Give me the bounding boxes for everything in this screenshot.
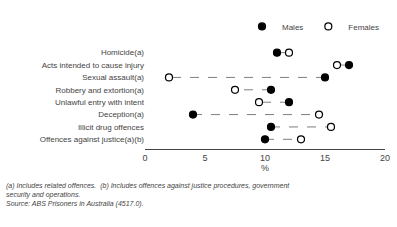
svg-text:(a) Includes related offences.: (a) Includes related offences. (b) Inclu…: [6, 182, 290, 208]
svg-text:Males: Males: [282, 23, 303, 32]
svg-text:0: 0: [142, 153, 147, 163]
svg-text:Offences against justice(a)(b): Offences against justice(a)(b): [40, 135, 145, 144]
svg-text:%: %: [261, 163, 269, 173]
svg-text:Females: Females: [348, 23, 379, 32]
svg-text:Acts intended to cause injury: Acts intended to cause injury: [42, 61, 144, 70]
svg-text:5: 5: [202, 153, 207, 163]
svg-text:Robbery and extortion(a): Robbery and extortion(a): [56, 86, 145, 95]
svg-text:Homicide(a): Homicide(a): [101, 48, 144, 57]
svg-text:Illicit drug offences: Illicit drug offences: [78, 123, 144, 132]
svg-text:10: 10: [260, 153, 270, 163]
svg-text:Unlawful entry with intent: Unlawful entry with intent: [55, 98, 145, 107]
svg-text:Deception(a): Deception(a): [98, 110, 144, 119]
svg-text:Sexual assault(a): Sexual assault(a): [82, 73, 144, 82]
svg-text:20: 20: [380, 153, 390, 163]
svg-text:15: 15: [320, 153, 330, 163]
